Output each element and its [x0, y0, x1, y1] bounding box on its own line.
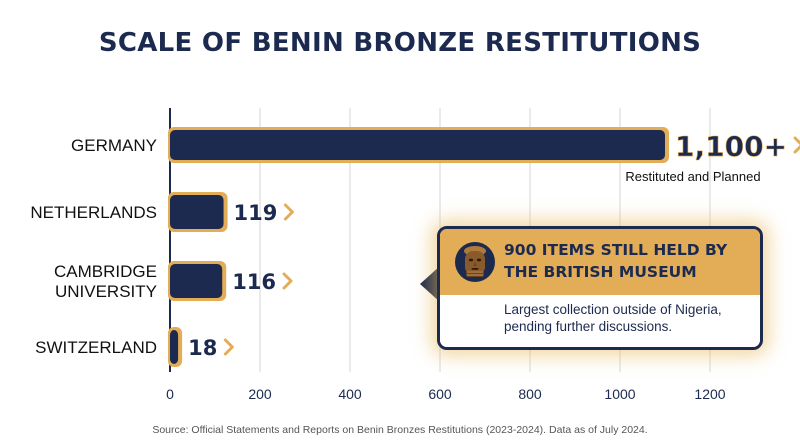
x-tick-label: 200 — [248, 386, 272, 402]
callout-header: 900 ITEMS STILL HELD BY THE BRITISH MUSE… — [440, 229, 760, 295]
value-label: 18 — [188, 336, 217, 360]
value-label: 1,100+ — [675, 130, 787, 163]
x-tick-label: 400 — [338, 386, 362, 402]
category-label: CAMBRIDGE UNIVERSITY — [54, 262, 157, 301]
chart-title: SCALE OF BENIN BRONZE RESTITUTIONS — [98, 28, 702, 58]
source-note: Source: Official Statements and Reports … — [152, 424, 648, 436]
x-tick-label: 800 — [518, 386, 542, 402]
bar — [170, 264, 223, 298]
bar-annotation: Restituted and Planned — [625, 169, 760, 184]
category-label: GERMANY — [71, 136, 157, 155]
category-label: SWITZERLAND — [35, 338, 157, 357]
benin-bronze-head-icon — [455, 242, 495, 282]
chevron-right-icon — [283, 203, 294, 221]
bar — [170, 130, 665, 160]
x-tick-label: 1000 — [604, 386, 635, 402]
category-label: NETHERLANDS — [30, 203, 157, 222]
callout-text: Largest collection outside of Nigeria, p… — [504, 302, 722, 334]
chevron-right-icon — [223, 338, 234, 356]
chevron-right-icon — [793, 136, 800, 154]
x-tick-label: 1200 — [694, 386, 725, 402]
x-tick-label: 0 — [166, 386, 174, 402]
callout-body: Largest collection outside of Nigeria, p… — [440, 295, 760, 347]
value-label: 116 — [232, 270, 276, 294]
bar — [170, 195, 224, 229]
chevron-right-icon — [282, 272, 293, 290]
x-tick-label: 600 — [428, 386, 452, 402]
callout-pointer — [420, 266, 440, 302]
value-label: 119 — [234, 201, 278, 225]
british-museum-callout: 900 ITEMS STILL HELD BY THE BRITISH MUSE… — [437, 226, 763, 350]
callout-heading: 900 ITEMS STILL HELD BY THE BRITISH MUSE… — [504, 241, 728, 281]
bar — [170, 330, 179, 364]
